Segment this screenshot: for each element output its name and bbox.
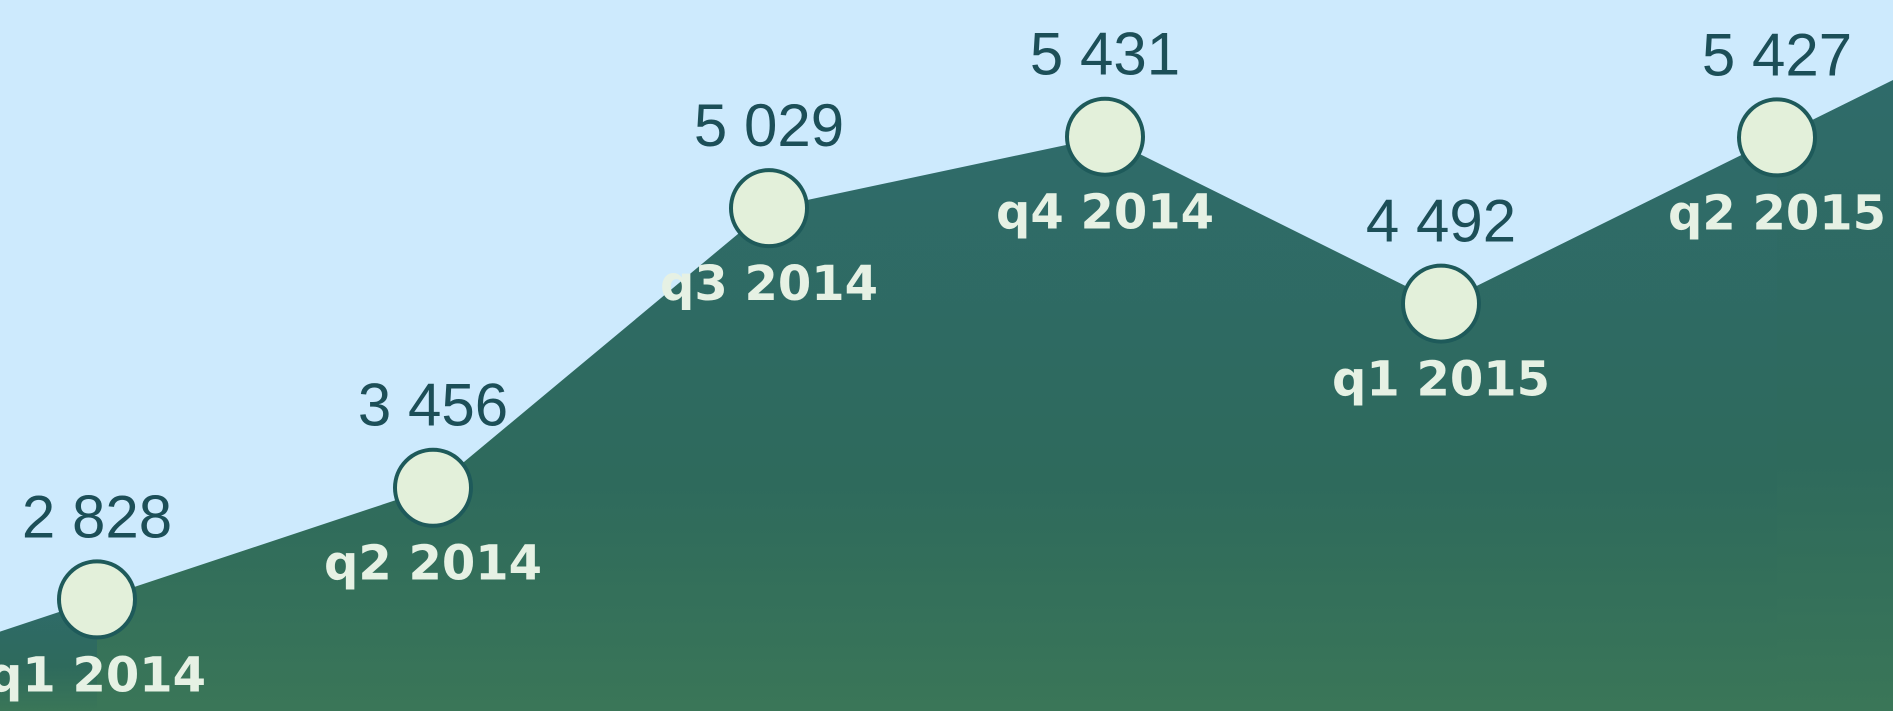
category-label: q2 2015 bbox=[1668, 185, 1886, 241]
point bbox=[1739, 99, 1815, 175]
value-label: 5 427 bbox=[1702, 21, 1852, 88]
value-label: 3 456 bbox=[358, 372, 508, 439]
chart: 2 828 q1 2014 3 456 q2 2014 5 029 q3 2014 5 43… bbox=[0, 0, 1893, 711]
category-label: q1 2014 bbox=[0, 647, 206, 703]
value-label: 2 828 bbox=[22, 483, 172, 550]
point bbox=[59, 561, 135, 637]
category-label: q1 2015 bbox=[1332, 352, 1550, 408]
point bbox=[731, 170, 807, 246]
category-label: q2 2014 bbox=[324, 536, 542, 592]
point bbox=[1067, 99, 1143, 175]
category-label: q3 2014 bbox=[660, 256, 878, 312]
point bbox=[1403, 266, 1479, 342]
value-label: 5 431 bbox=[1030, 21, 1180, 88]
value-label: 5 029 bbox=[694, 92, 844, 159]
category-label: q4 2014 bbox=[996, 185, 1214, 241]
value-label: 4 492 bbox=[1366, 188, 1516, 255]
point bbox=[395, 450, 471, 526]
area-edge bbox=[1777, 80, 1893, 711]
